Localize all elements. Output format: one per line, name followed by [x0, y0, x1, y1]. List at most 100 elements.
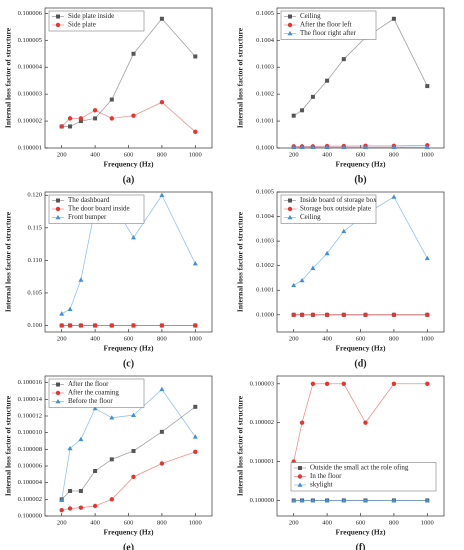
panel: 0.100001 0.100002 0.100003 0.100004 0.100005… [4, 7, 213, 185]
legend-label: After the coaming [68, 389, 119, 397]
x-tick-label: 600 [124, 151, 134, 158]
legend-label: Front bumper [68, 213, 107, 221]
marker [424, 144, 430, 149]
marker [92, 323, 98, 328]
y-axis-label: Internal loss factor of structure [4, 27, 13, 128]
marker [287, 22, 293, 28]
marker [109, 457, 114, 462]
x-tick-label: 800 [389, 335, 399, 342]
marker [67, 116, 73, 121]
marker [363, 497, 369, 503]
marker [288, 14, 292, 19]
marker [424, 255, 430, 261]
x-tick-label: 200 [289, 519, 299, 526]
marker [55, 398, 61, 404]
panel: 0.1000 0.1001 0.1002 0.1003 0.1004 0.1005 200 4… [236, 7, 445, 185]
x-tick-label: 400 [322, 151, 332, 158]
y-axis-label: Internal loss factor of structure [236, 211, 245, 312]
y-tick-label: 0.100012 [18, 412, 42, 419]
marker [131, 51, 136, 56]
legend-label: Outside the small act the role ofing [310, 464, 409, 472]
marker [78, 119, 83, 124]
marker [310, 381, 316, 386]
y-tick-label: 0.100002 [250, 419, 274, 426]
y-tick-label: 0.100001 [18, 144, 42, 151]
y-tick-label: 0.1003 [256, 238, 274, 245]
marker [59, 497, 65, 502]
marker [67, 506, 73, 511]
marker [59, 311, 65, 316]
marker [341, 381, 346, 386]
marker [109, 323, 115, 328]
y-tick-label: 0.100002 [18, 496, 42, 503]
legend-label: The dashboard [68, 196, 110, 204]
marker [391, 312, 397, 318]
marker [424, 497, 430, 503]
caption: (d) [354, 358, 366, 369]
y-tick-label: 0.100014 [18, 396, 43, 403]
marker [59, 323, 64, 328]
y-tick-label: 0.100003 [18, 91, 42, 98]
series-line [293, 18, 428, 117]
x-tick-label: 200 [57, 151, 67, 158]
marker [363, 312, 368, 318]
marker [68, 489, 73, 493]
legend-box [48, 378, 145, 408]
y-axis-label: Internal loss factor of structure [236, 395, 245, 496]
caption: (a) [123, 174, 135, 185]
x-tick-label: 1000 [421, 335, 434, 342]
y-tick-label: 0.100005 [18, 37, 42, 44]
marker [299, 277, 305, 283]
y-tick-label: 0.120 [27, 192, 42, 199]
x-axis-label: Frequency (Hz) [335, 344, 386, 353]
y-tick-label: 0.100000 [18, 512, 42, 519]
legend-label: Storage box outside plate [300, 205, 371, 213]
y-tick-label: 0.100006 [18, 10, 43, 17]
x-tick-label: 1000 [421, 519, 434, 526]
marker [324, 312, 330, 318]
marker [299, 497, 305, 503]
marker [93, 116, 98, 121]
marker [192, 261, 198, 266]
caption: (b) [354, 174, 366, 185]
marker [324, 144, 330, 149]
y-tick-label: 0.100001 [250, 458, 274, 465]
marker [324, 381, 330, 386]
marker [159, 429, 164, 434]
y-tick-label: 0.1001 [256, 287, 274, 294]
marker [67, 323, 73, 328]
marker [341, 228, 347, 234]
legend-box [280, 10, 377, 40]
marker [92, 405, 98, 411]
x-axis-label: Frequency (Hz) [103, 344, 154, 353]
y-axis-label: Internal loss factor of structure [4, 211, 13, 312]
x-axis-label: Frequency (Hz) [103, 160, 154, 169]
y-axis-label: Internal loss factor of structure [236, 27, 245, 128]
marker [56, 198, 60, 203]
legend-label: The floor right after [300, 29, 356, 37]
y-tick-label: 0.1003 [256, 64, 274, 71]
marker [193, 449, 198, 455]
marker [93, 469, 98, 473]
y-tick-label: 0.100010 [18, 429, 42, 436]
marker [391, 16, 396, 21]
marker [425, 381, 430, 386]
marker [300, 108, 305, 113]
y-tick-label: 0.100 [27, 322, 42, 329]
x-tick-label: 800 [157, 335, 167, 342]
x-tick-label: 200 [289, 151, 299, 158]
series-line [293, 196, 428, 286]
marker [299, 312, 305, 318]
marker [131, 412, 137, 417]
marker [67, 445, 73, 451]
marker [109, 97, 114, 102]
y-axis-label: Internal loss factor of structure [4, 395, 13, 496]
x-tick-label: 400 [322, 519, 332, 526]
x-tick-label: 600 [356, 335, 366, 342]
marker [287, 206, 293, 212]
legend-label: Side plate inside [68, 12, 114, 20]
x-tick-label: 200 [57, 335, 67, 342]
marker [288, 198, 292, 203]
x-axis-label: Frequency (Hz) [335, 528, 386, 537]
caption: (c) [123, 358, 134, 369]
